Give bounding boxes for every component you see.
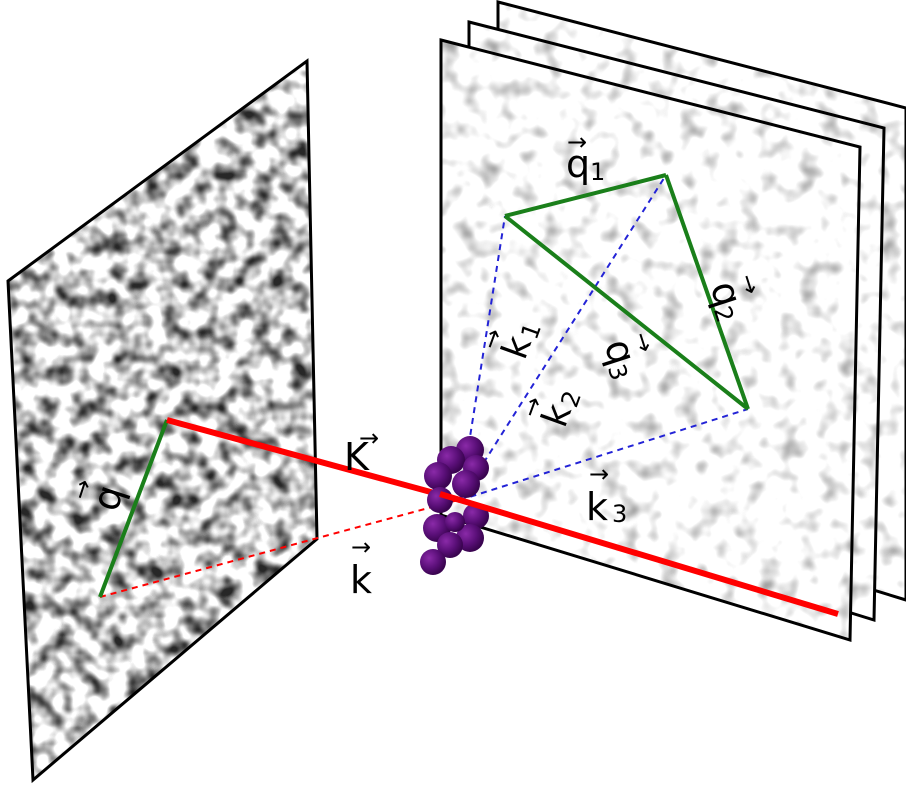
q1-subscript: 1 xyxy=(590,158,605,186)
beam-line-front xyxy=(439,491,839,617)
k-arrow-icon: → xyxy=(351,533,371,561)
K-arrow-icon: → xyxy=(359,424,379,452)
q2-vector xyxy=(664,174,750,410)
label-K: K → xyxy=(344,424,379,479)
q1-vector xyxy=(504,173,667,218)
k-label: k xyxy=(350,558,372,602)
k3-subscript: 3 xyxy=(612,500,627,528)
k-dashed-line xyxy=(99,499,459,598)
label-k: k → xyxy=(350,533,372,602)
q-triangle xyxy=(503,173,750,411)
k2-dashed-line xyxy=(459,174,667,501)
label-q1: q 1 → xyxy=(566,128,605,186)
q3-vector xyxy=(503,214,750,411)
q1-label: q xyxy=(566,142,590,186)
K-label: K xyxy=(344,435,370,479)
q1-arrow-icon: → xyxy=(567,128,587,156)
k3-label: k xyxy=(586,485,608,529)
k3-arrow-icon: → xyxy=(589,460,609,488)
label-k3: k 3 → xyxy=(586,460,627,529)
beam-line-back xyxy=(166,417,461,503)
particle-cluster xyxy=(420,436,489,575)
detector-plate-left xyxy=(6,58,319,784)
q-vector-left xyxy=(98,419,169,598)
